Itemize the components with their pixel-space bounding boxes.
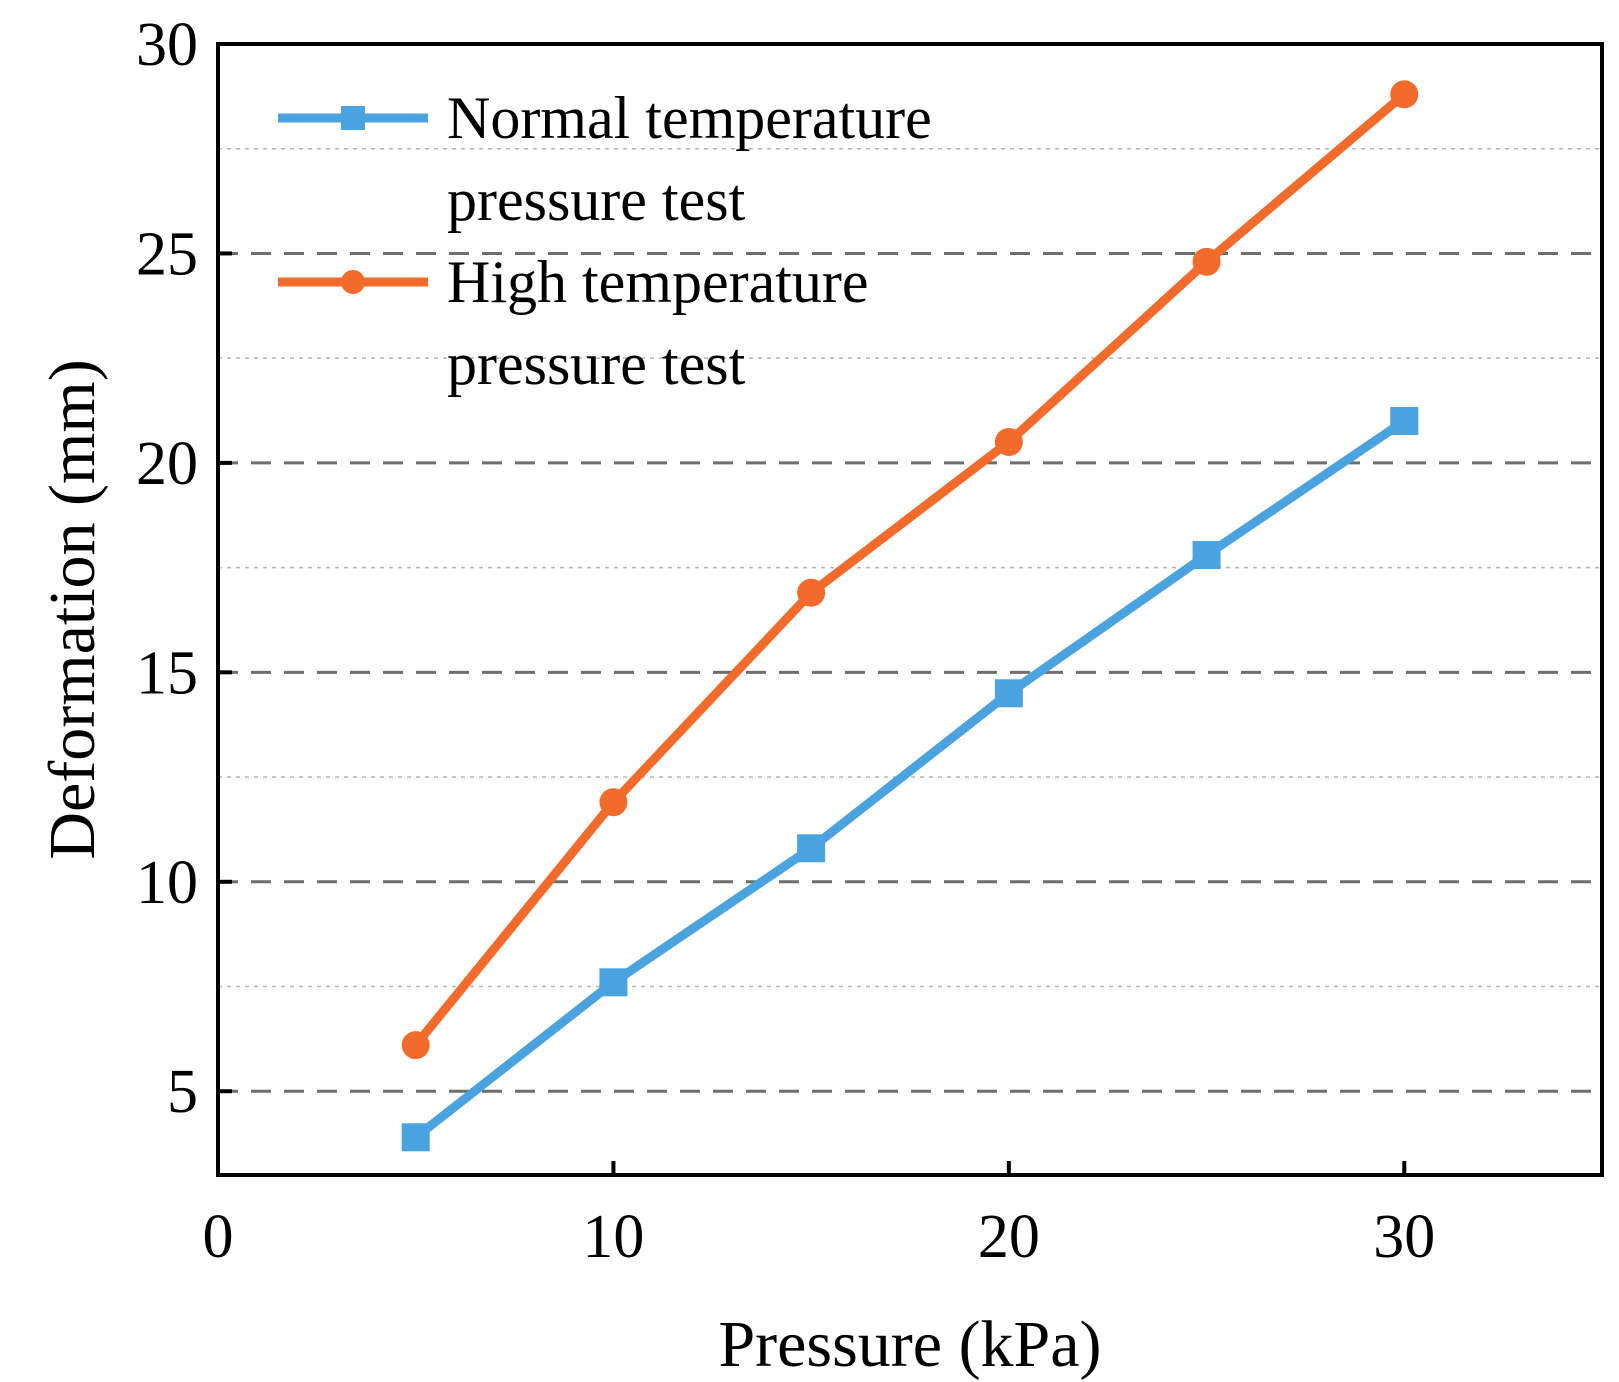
series-line: [411, 89, 1409, 1050]
data-point: [1390, 407, 1419, 435]
y-tick-label: 30: [136, 11, 198, 79]
y-tick-label: 10: [136, 849, 198, 917]
legend-label: Normal temperature: [447, 85, 932, 151]
y-tick-label: 20: [136, 430, 198, 498]
gridlines: [218, 147, 1602, 1093]
data-point: [599, 968, 628, 997]
legend-label: pressure test: [447, 167, 746, 233]
legend-entry-1: Normal temperature pressure test: [278, 85, 932, 233]
data-point: [401, 1123, 430, 1152]
data-point: [797, 834, 826, 863]
axes: 5 10 15 20 25 30 0 10 20 30: [136, 11, 1435, 1271]
data-point: [1192, 541, 1221, 570]
legend-entry-2: High temperature pressure test: [278, 249, 869, 397]
x-tick-label: 30: [1373, 1203, 1435, 1271]
data-point: [1192, 247, 1221, 276]
legend-label: High temperature: [447, 249, 869, 315]
y-tick-label: 25: [136, 220, 198, 288]
x-axis-title: Pressure (kPa): [718, 1308, 1101, 1381]
x-tick-label: 10: [582, 1203, 644, 1271]
y-tick-label: 15: [136, 639, 198, 707]
series-2: [401, 80, 1419, 1060]
plot-frame: [216, 42, 1604, 1177]
series-line: [411, 416, 1409, 1142]
y-axis-title: Deformation (mm): [36, 359, 109, 859]
legend-marker: [341, 270, 365, 294]
series-1: [401, 407, 1419, 1152]
data-point: [1390, 80, 1419, 109]
x-tick-label: 0: [203, 1203, 234, 1271]
legend-label: pressure test: [447, 331, 746, 397]
data-point: [599, 788, 628, 817]
x-tick-label: 20: [978, 1203, 1040, 1271]
data-point: [994, 679, 1023, 708]
legend-marker: [341, 106, 365, 130]
data-point: [401, 1031, 430, 1060]
series: [401, 80, 1419, 1152]
data-point: [797, 578, 826, 607]
data-point: [994, 427, 1023, 456]
y-tick-label: 5: [167, 1058, 198, 1126]
